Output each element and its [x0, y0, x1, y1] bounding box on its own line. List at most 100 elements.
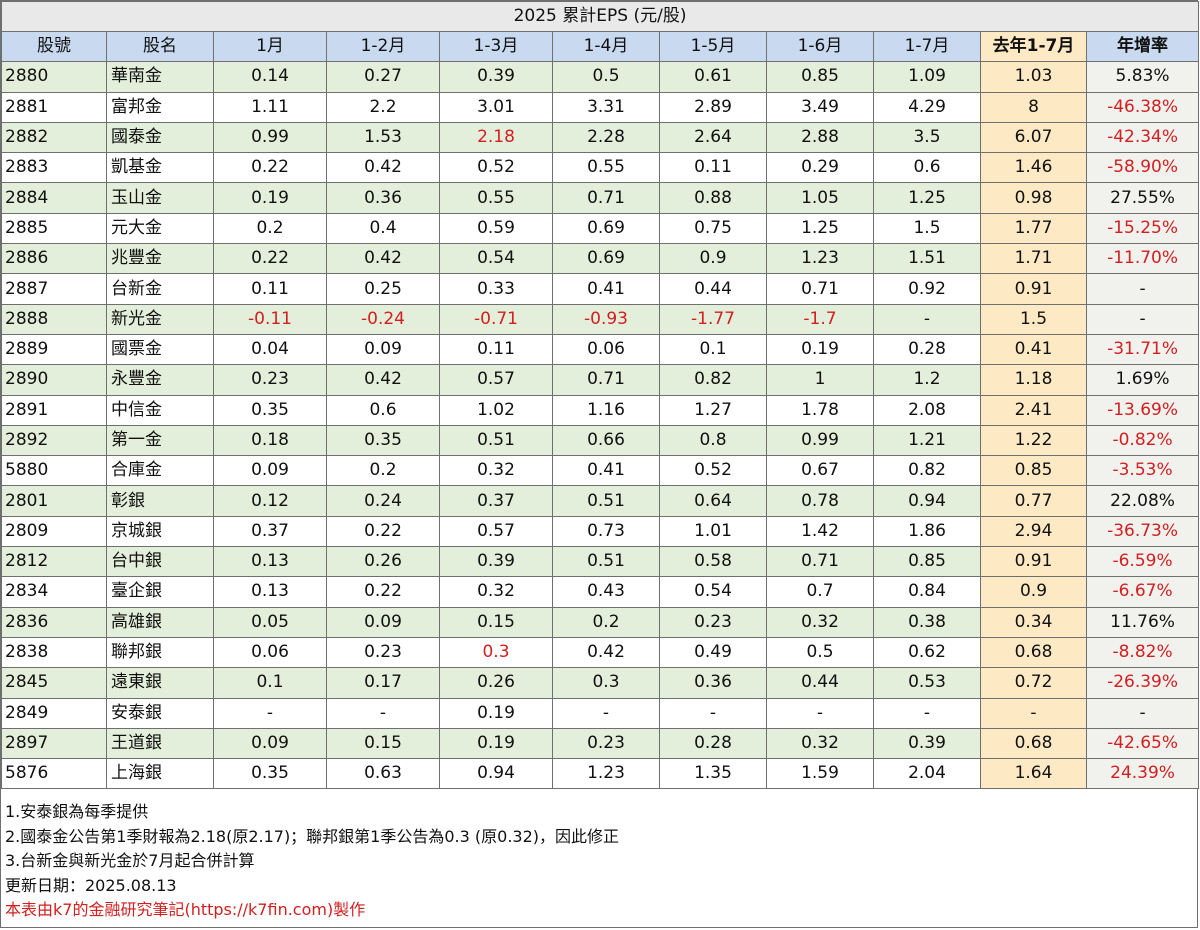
table-row: 2882 國泰金 0.99 1.53 2.18 2.28 2.64 2.88 3.5 6.07 -4…: [1, 121, 1200, 154]
column-header: 股名: [106, 30, 214, 63]
eps-cell: 0.58: [659, 546, 767, 578]
eps-cell: 0.51: [439, 424, 553, 457]
eps-cell: 0.92: [873, 273, 981, 305]
table-row: 2885 元大金 0.2 0.4 0.59 0.69 0.75 1.25 1.5 1.77 -15.…: [1, 212, 1200, 245]
column-header: 去年1-7月: [980, 30, 1087, 63]
eps-cell: 0.11: [439, 333, 553, 366]
column-header: 1-6月: [766, 30, 874, 63]
eps-cell: 0.32: [439, 455, 553, 487]
eps-cell: 0.13: [213, 546, 327, 578]
eps-cell: -1.7: [766, 303, 874, 335]
eps-cell: 0.36: [659, 667, 767, 699]
eps-cell: 0.37: [439, 485, 553, 517]
eps-cell: 2.2: [326, 91, 440, 123]
table-row: 2801 彰銀 0.12 0.24 0.37 0.51 0.64 0.78 0.94 0.77 22…: [1, 485, 1200, 517]
stock-name-cell: 新光金: [106, 303, 214, 335]
eps-cell: 0.78: [766, 485, 874, 517]
eps-cell: 2.28: [552, 121, 660, 154]
eps-cell: -: [766, 697, 874, 729]
eps-cell: -: [873, 303, 981, 335]
stock-code-cell: 2891: [1, 394, 107, 426]
table-row: 5880 合庫金 0.09 0.2 0.32 0.41 0.52 0.67 0.82 0.85 -3…: [1, 455, 1200, 487]
stock-name-cell: 華南金: [106, 61, 214, 93]
eps-cell: 0.51: [552, 485, 660, 517]
eps-cell: 0.54: [659, 576, 767, 608]
stock-name-cell: 聯邦銀: [106, 636, 214, 669]
eps-cell: -0.93: [552, 303, 660, 335]
column-header: 1-5月: [659, 30, 767, 63]
stock-code-cell: 2883: [1, 152, 107, 184]
eps-cell: 0.19: [439, 697, 553, 729]
eps-cell: 0.52: [659, 455, 767, 487]
eps-cell: 0.52: [439, 152, 553, 184]
table-body: 2880 華南金 0.14 0.27 0.39 0.5 0.61 0.85 1.09 1.03 5.…: [1, 61, 1200, 790]
stock-code-cell: 2812: [1, 546, 107, 578]
last-year-eps-cell: 1.03: [980, 61, 1087, 93]
eps-cell: 0.57: [439, 364, 553, 396]
eps-cell: 0.84: [873, 576, 981, 608]
eps-cell: 0.67: [766, 455, 874, 487]
eps-cell: 0.32: [766, 727, 874, 760]
stock-name-cell: 玉山金: [106, 182, 214, 214]
eps-cell: 0.06: [213, 636, 327, 669]
eps-cell: 0.64: [659, 485, 767, 517]
eps-cell: 0.28: [873, 333, 981, 366]
eps-cell: 0.8: [659, 424, 767, 457]
eps-cell: 2.18: [439, 121, 553, 154]
table-row: 2892 第一金 0.18 0.35 0.51 0.66 0.8 0.99 1.21 1.22 -0…: [1, 424, 1200, 457]
note-1: 1.安泰銀為每季提供: [5, 802, 149, 821]
stock-name-cell: 高雄銀: [106, 606, 214, 638]
eps-cell: 1.25: [873, 182, 981, 214]
eps-cell: 0.69: [552, 243, 660, 275]
stock-code-cell: 2884: [1, 182, 107, 214]
stock-name-cell: 京城銀: [106, 515, 214, 548]
stock-code-cell: 2838: [1, 636, 107, 669]
eps-cell: 0.19: [439, 727, 553, 760]
eps-cell: -0.11: [213, 303, 327, 335]
table-row: 2887 台新金 0.11 0.25 0.33 0.41 0.44 0.71 0.92 0.91-: [1, 273, 1200, 305]
eps-cell: 0.71: [552, 182, 660, 214]
eps-cell: 1.01: [659, 515, 767, 548]
stock-code-cell: 5880: [1, 455, 107, 487]
table-row: 2897 王道銀 0.09 0.15 0.19 0.23 0.28 0.32 0.39 0.68-…: [1, 727, 1200, 760]
eps-cell: 1.2: [873, 364, 981, 396]
column-header: 1-4月: [552, 30, 660, 63]
stock-code-cell: 2890: [1, 364, 107, 396]
yoy-growth-cell: -42.34%: [1085, 121, 1200, 154]
eps-cell: 0.94: [439, 758, 553, 790]
stock-name-cell: 中信金: [106, 394, 214, 426]
stock-code-cell: 2834: [1, 576, 107, 608]
eps-cell: 2.08: [873, 394, 981, 426]
last-year-eps-cell: 2.41: [980, 394, 1087, 426]
yoy-growth-cell: 24.39%: [1085, 758, 1200, 790]
eps-cell: 3.31: [552, 91, 660, 123]
last-year-eps-cell: 8: [980, 91, 1087, 123]
table-row: 5876 上海銀 0.35 0.63 0.94 1.23 1.35 1.59 2.04 1.64 2…: [1, 758, 1200, 790]
stock-name-cell: 國票金: [106, 333, 214, 366]
eps-cell: 0.23: [552, 727, 660, 760]
table-row: 2812 台中銀 0.13 0.26 0.39 0.51 0.58 0.71 0.85 0.91-…: [1, 546, 1200, 578]
last-year-eps-cell: 0.34: [980, 606, 1087, 638]
eps-cell: 0.66: [552, 424, 660, 457]
eps-cell: -: [659, 697, 767, 729]
eps-cell: 0.39: [873, 727, 981, 760]
yoy-growth-cell: -15.25%: [1085, 212, 1200, 245]
eps-cell: 0.7: [766, 576, 874, 608]
eps-cell: 0.99: [213, 121, 327, 154]
table-row: 2809 京城銀 0.37 0.22 0.57 0.73 1.01 1.42 1.86 2.94-…: [1, 515, 1200, 548]
eps-cell: 0.35: [213, 394, 327, 426]
yoy-growth-cell: -11.70%: [1085, 243, 1200, 275]
stock-name-cell: 安泰銀: [106, 697, 214, 729]
eps-cell: 0.5: [552, 61, 660, 93]
eps-cell: 0.62: [873, 636, 981, 669]
eps-cell: 0.5: [766, 636, 874, 669]
stock-name-cell: 上海銀: [106, 758, 214, 790]
table-row: 2845 遠東銀 0.1 0.17 0.26 0.3 0.36 0.44 0.53 0.72 -26…: [1, 667, 1200, 699]
eps-cell: 0.44: [766, 667, 874, 699]
eps-cell: 1.21: [873, 424, 981, 457]
credit-line: 本表由k7的金融研究筆記(https://k7fin.com)製作: [5, 900, 366, 919]
eps-cell: 0.42: [326, 243, 440, 275]
stock-name-cell: 富邦金: [106, 91, 214, 123]
eps-cell: 0.32: [766, 606, 874, 638]
table-row: 2891 中信金 0.35 0.6 1.02 1.16 1.27 1.78 2.08 2.41 -1…: [1, 394, 1200, 426]
